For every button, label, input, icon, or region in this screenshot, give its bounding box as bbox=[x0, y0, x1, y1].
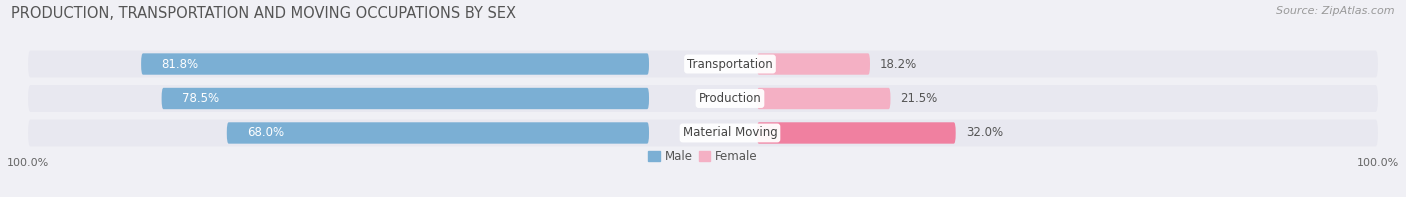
Text: 32.0%: 32.0% bbox=[966, 126, 1002, 139]
FancyBboxPatch shape bbox=[756, 53, 870, 75]
Text: 78.5%: 78.5% bbox=[181, 92, 219, 105]
FancyBboxPatch shape bbox=[28, 120, 1378, 146]
Text: Transportation: Transportation bbox=[688, 58, 773, 71]
Text: Material Moving: Material Moving bbox=[683, 126, 778, 139]
FancyBboxPatch shape bbox=[141, 53, 650, 75]
Text: Production: Production bbox=[699, 92, 762, 105]
Legend: Male, Female: Male, Female bbox=[644, 145, 762, 168]
FancyBboxPatch shape bbox=[28, 51, 1378, 77]
Text: 21.5%: 21.5% bbox=[901, 92, 938, 105]
FancyBboxPatch shape bbox=[756, 88, 890, 109]
Text: Source: ZipAtlas.com: Source: ZipAtlas.com bbox=[1277, 6, 1395, 16]
Text: 18.2%: 18.2% bbox=[880, 58, 917, 71]
Text: 81.8%: 81.8% bbox=[162, 58, 198, 71]
FancyBboxPatch shape bbox=[28, 85, 1378, 112]
FancyBboxPatch shape bbox=[756, 122, 956, 144]
FancyBboxPatch shape bbox=[226, 122, 650, 144]
Text: 68.0%: 68.0% bbox=[247, 126, 284, 139]
Text: PRODUCTION, TRANSPORTATION AND MOVING OCCUPATIONS BY SEX: PRODUCTION, TRANSPORTATION AND MOVING OC… bbox=[11, 6, 516, 21]
FancyBboxPatch shape bbox=[162, 88, 650, 109]
